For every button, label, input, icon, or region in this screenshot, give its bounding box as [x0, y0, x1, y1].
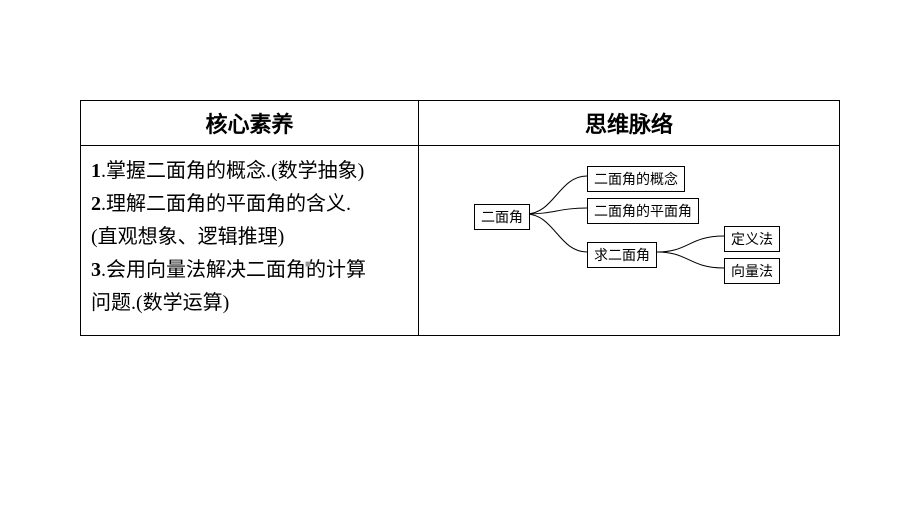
diagram-leaf: 向量法: [724, 258, 780, 284]
diagram-root: 二面角: [474, 204, 530, 230]
list-item: (直观想象、逻辑推理): [91, 222, 408, 253]
list-item: 1.掌握二面角的概念.(数学抽象): [91, 156, 408, 187]
item-num: 1: [91, 160, 101, 182]
diagram-node: 二面角的概念: [587, 166, 685, 192]
list-item: 3.会用向量法解决二面角的计算: [91, 255, 408, 286]
diagram-node: 求二面角: [587, 242, 657, 268]
item-text: (直观想象、逻辑推理): [91, 226, 284, 248]
list-item: 2.理解二面角的平面角的含义.: [91, 189, 408, 220]
item-text: .理解二面角的平面角的含义.: [101, 193, 351, 215]
diagram-node: 二面角的平面角: [587, 198, 699, 224]
body-right: 二面角 二面角的概念 二面角的平面角 求二面角 定义法 向量法: [419, 146, 839, 306]
item-num: 2: [91, 193, 101, 215]
item-num: 3: [91, 259, 101, 281]
page-marker-icon: ■: [305, 259, 311, 270]
list-item: 问题.(数学运算): [91, 288, 408, 319]
item-text: .掌握二面角的概念.(数学抽象): [101, 160, 364, 182]
header-right: 思维脉络: [419, 101, 839, 146]
header-left: 核心素养: [81, 101, 419, 146]
item-text: 问题.(数学运算): [91, 292, 229, 314]
diagram-leaf: 定义法: [724, 226, 780, 252]
body-row: 1.掌握二面角的概念.(数学抽象) 2.理解二面角的平面角的含义. (直观想象、…: [81, 146, 839, 335]
header-row: 核心素养 思维脉络: [81, 101, 839, 146]
item-text: .会用向量法解决二面角的计算: [101, 259, 366, 281]
main-table: 核心素养 思维脉络 1.掌握二面角的概念.(数学抽象) 2.理解二面角的平面角的…: [80, 100, 840, 336]
body-left: 1.掌握二面角的概念.(数学抽象) 2.理解二面角的平面角的含义. (直观想象、…: [81, 146, 419, 335]
